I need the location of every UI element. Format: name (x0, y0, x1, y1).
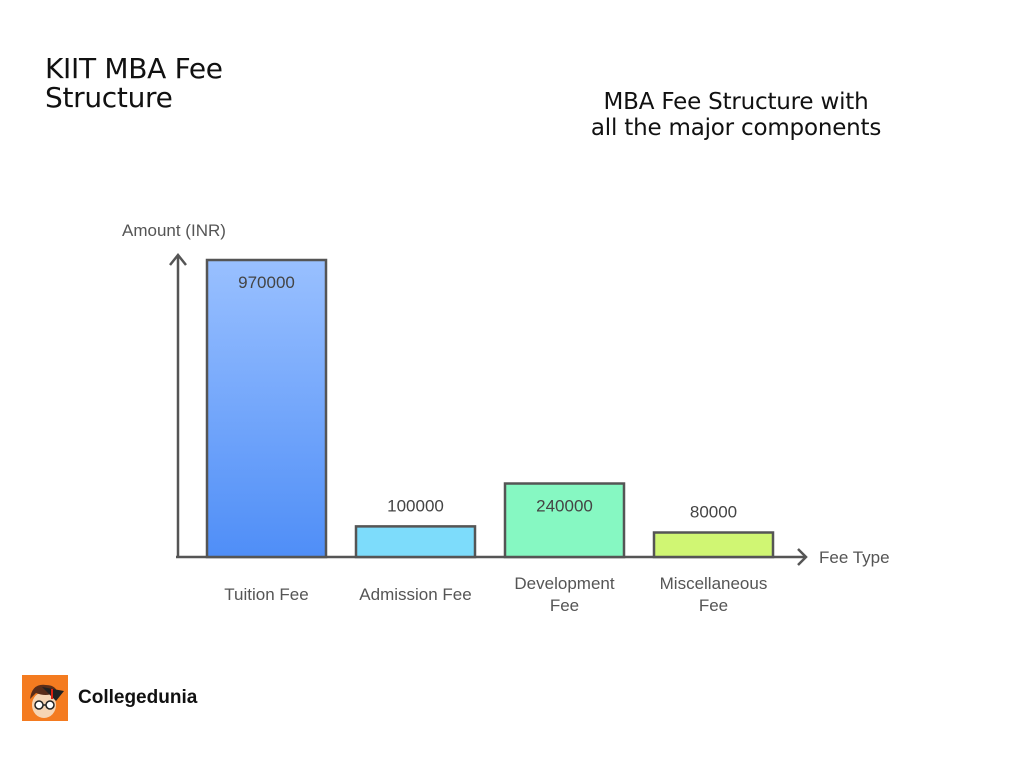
chart-title-line2: Structure (45, 81, 173, 114)
value-label: 100000 (387, 496, 444, 515)
bar-admission-fee (354, 525, 477, 559)
category-label: Fee (550, 596, 579, 615)
x-axis-label: Fee Type (819, 548, 890, 567)
chart-subtitle-line2: all the major components (590, 115, 882, 141)
value-label: 240000 (536, 497, 593, 516)
category-label: Development (514, 574, 614, 593)
chart-title-line1: KIIT MBA Fee (45, 52, 223, 85)
category-label: Miscellaneous (660, 574, 768, 593)
bar-miscellaneous-fee (652, 531, 775, 559)
chart-title: KIIT MBA Fee Structure (45, 54, 223, 112)
mascot-icon (22, 675, 68, 721)
category-label: Admission Fee (359, 585, 471, 604)
bar-development-fee (503, 482, 626, 559)
collegedunia-logo: Collegedunia (22, 675, 197, 721)
value-label: 970000 (238, 273, 295, 292)
logo-text: Collegedunia (78, 687, 198, 708)
value-label: 80000 (690, 503, 737, 522)
chart-subtitle-line1: MBA Fee Structure with (603, 89, 869, 115)
chart-subtitle: MBA Fee Structure with all the major com… (560, 89, 912, 141)
bars: 970000 Tuition Fee 100000 Admission Fee 2400… (205, 258, 775, 615)
y-axis (169, 252, 187, 557)
category-label: Fee (699, 596, 728, 615)
category-label: Tuition Fee (224, 585, 308, 604)
bar-tuition-fee (205, 258, 328, 559)
y-axis-label: Amount (INR) (122, 221, 226, 240)
